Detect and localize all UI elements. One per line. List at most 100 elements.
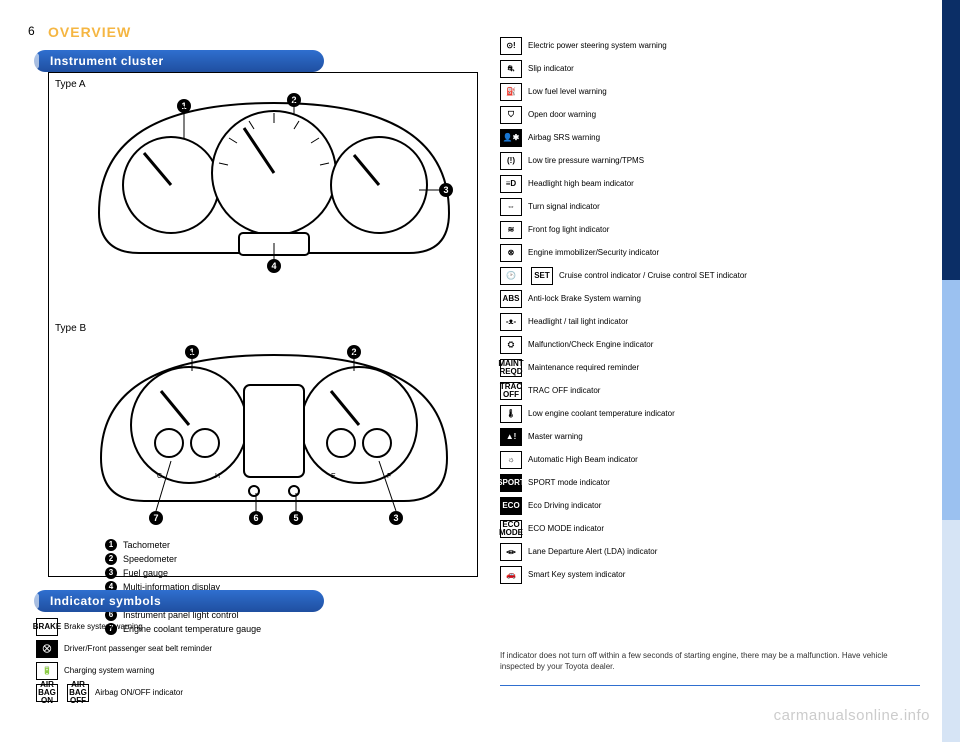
section-indicator-symbols: Indicator symbols <box>34 590 324 612</box>
symbol-row: 🌡 Low engine coolant temperature indicato… <box>500 404 920 424</box>
page-number: 6 <box>28 24 35 38</box>
symbol-row: 👤✱Airbag SRS warning <box>500 128 920 148</box>
cluster-box: Type A Type B <box>48 72 478 577</box>
symbol-label: Low engine coolant temperature indicator <box>528 410 920 419</box>
cluster-illustration-a: 1 2 3 4 <box>89 93 459 273</box>
legend-row: 2Speedometer <box>105 553 278 565</box>
symbol-row: AIR BAG ONAIR BAG OFFAirbag ON/OFF indic… <box>36 684 466 702</box>
footnote: If indicator does not turn off within a … <box>500 651 920 672</box>
side-tabs <box>942 0 960 742</box>
symbol-label: Anti-lock Brake System warning <box>528 295 920 304</box>
section-instrument-cluster: Instrument cluster <box>34 50 324 72</box>
symbol-label: Maintenance required reminder <box>528 364 920 373</box>
symbol-icon: ABS <box>500 290 522 308</box>
callout-4: 4 <box>267 259 281 273</box>
callout-b1: 1 <box>185 345 199 359</box>
symbol-row: ▲! Master warning <box>500 427 920 447</box>
symbol-icon: ECO <box>500 497 522 515</box>
symbol-label: Eco Driving indicator <box>528 502 920 511</box>
symbol-label: Lane Departure Alert (LDA) indicator <box>528 548 920 557</box>
symbol-icon: ⇔ <box>500 198 522 216</box>
symbol-label: Front fog light indicator <box>528 226 920 235</box>
symbol-row: ECO MODE ECO MODE indicator <box>500 519 920 539</box>
symbol-label: Automatic High Beam indicator <box>528 456 920 465</box>
symbol-icon: 🕑 <box>500 267 522 285</box>
symbol-label: TRAC OFF indicator <box>528 387 920 396</box>
symbol-row: -ᴥ- Headlight / tail light indicator <box>500 312 920 332</box>
symbol-icon: TRAC OFF <box>500 382 522 400</box>
symbol-label: Low tire pressure warning/TPMS <box>528 157 920 166</box>
symbol-label: Headlight high beam indicator <box>528 180 920 189</box>
symbol-list-left: BRAKEBrake system warning⛒Driver/Front p… <box>36 618 466 706</box>
symbol-list-right: ⊙! Electric power steering system warning… <box>500 36 920 588</box>
symbol-icon: ▲! <box>500 428 522 446</box>
svg-text:C: C <box>157 473 162 480</box>
symbol-icon: ECO MODE <box>500 520 522 538</box>
callout-3: 3 <box>439 183 453 197</box>
symbol-label: Brake system warning <box>64 623 466 632</box>
symbol-label: Headlight / tail light indicator <box>528 318 920 327</box>
page: 6 OVERVIEW OVERVIEW Instrument cluster T… <box>0 0 960 742</box>
symbol-label: ECO MODE indicator <box>528 525 920 534</box>
symbol-label: Engine immobilizer/Security indicator <box>528 249 920 258</box>
symbol-icon: SPORT <box>500 474 522 492</box>
symbol-row: TRAC OFF TRAC OFF indicator <box>500 381 920 401</box>
symbol-label: Charging system warning <box>64 667 466 676</box>
symbol-icon: -ᴥ- <box>500 313 522 331</box>
symbol-row: ECO Eco Driving indicator <box>500 496 920 516</box>
symbol-row: ≡D Headlight high beam indicator <box>500 174 920 194</box>
symbol-row: ⛭ Malfunction/Check Engine indicator <box>500 335 920 355</box>
callout-2: 2 <box>287 93 301 107</box>
watermark: carmanualsonline.info <box>774 707 930 724</box>
symbol-label: Electric power steering system warning <box>528 42 920 51</box>
symbol-icon: 👤✱ <box>500 129 522 147</box>
callout-b7: 7 <box>149 511 163 525</box>
symbol-row: ⛐ Slip indicator <box>500 59 920 79</box>
symbol-label: Driver/Front passenger seat belt reminde… <box>64 645 466 654</box>
symbol-row: 🚗 Smart Key system indicator <box>500 565 920 585</box>
symbol-label: Malfunction/Check Engine indicator <box>528 341 920 350</box>
symbol-row: MAINT REQDMaintenance required reminder <box>500 358 920 378</box>
symbol-icon: ⛭ <box>500 336 522 354</box>
symbol-label: Master warning <box>528 433 920 442</box>
symbol-icon: ⛽ <box>500 83 522 101</box>
symbol-icon: ☼ <box>500 451 522 469</box>
symbol-icon: ≡D <box>500 175 522 193</box>
symbol-label: Smart Key system indicator <box>528 571 920 580</box>
symbol-label: Airbag ON/OFF indicator <box>95 689 466 698</box>
symbol-label: Open door warning <box>528 111 920 120</box>
callout-b2: 2 <box>347 345 361 359</box>
legend-row: 1Tachometer <box>105 539 278 551</box>
symbol-icon: (!) <box>500 152 522 170</box>
symbol-row: ⇔Turn signal indicator <box>500 197 920 217</box>
symbol-row: ⊙! Electric power steering system warning <box>500 36 920 56</box>
symbol-label: Cruise control indicator / Cruise contro… <box>559 272 920 281</box>
symbol-icon: ⊙! <box>500 37 522 55</box>
symbol-icon: BRAKE <box>36 618 58 636</box>
side-tab-3 <box>942 520 960 742</box>
symbol-row: ABS Anti-lock Brake System warning <box>500 289 920 309</box>
header-overview: OVERVIEW <box>48 24 131 40</box>
svg-text:F: F <box>387 473 391 480</box>
callout-1: 1 <box>177 99 191 113</box>
symbol-icon: ⛉ <box>500 106 522 124</box>
label-type-b: Type B <box>55 323 86 334</box>
symbol-icon: ⩹⩺ <box>500 543 522 561</box>
symbol-row: ☼ Automatic High Beam indicator <box>500 450 920 470</box>
symbol-icon: 🌡 <box>500 405 522 423</box>
symbol-icon: ≋ <box>500 221 522 239</box>
symbol-icon: 🚗 <box>500 566 522 584</box>
symbol-row: 🕑SETCruise control indicator / Cruise co… <box>500 266 920 286</box>
symbol-row: ⛽Low fuel level warning <box>500 82 920 102</box>
symbol-row: 🔋 Charging system warning <box>36 662 466 680</box>
symbol-icon: AIR BAG ON <box>36 684 58 702</box>
symbol-icon: 🔋 <box>36 662 58 680</box>
symbol-row: ⛉ Open door warning <box>500 105 920 125</box>
svg-text:H: H <box>215 473 220 480</box>
symbol-icon: ⛐ <box>500 60 522 78</box>
symbol-label: Slip indicator <box>528 65 920 74</box>
symbol-row: ≋ Front fog light indicator <box>500 220 920 240</box>
symbol-row: ⩹⩺ Lane Departure Alert (LDA) indicator <box>500 542 920 562</box>
side-tab-2 <box>942 280 960 520</box>
svg-text:E: E <box>331 473 336 480</box>
